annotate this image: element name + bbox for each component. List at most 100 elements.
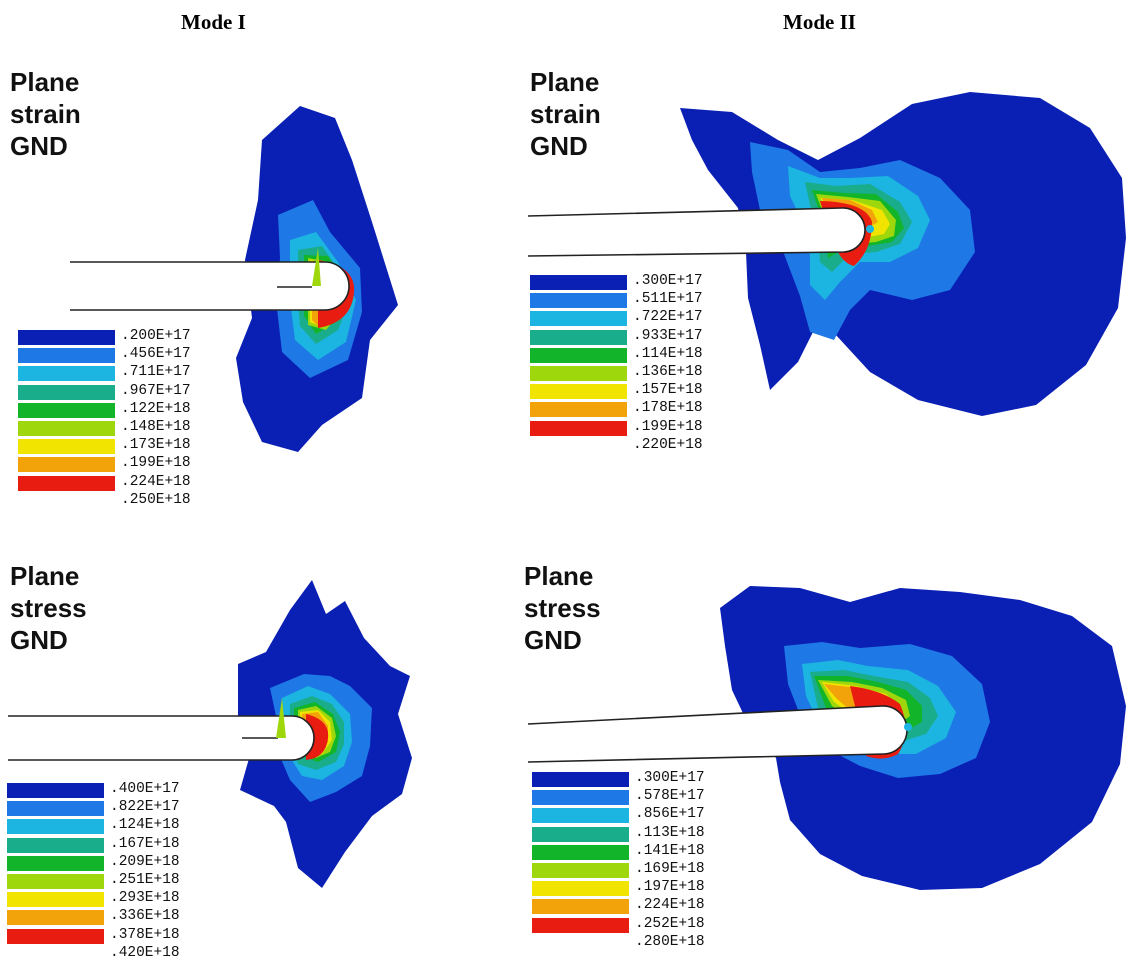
legend-swatch	[7, 837, 104, 853]
contour-plot	[0, 106, 398, 452]
legend-swatch	[530, 402, 627, 418]
legend-label: .336E+18	[110, 908, 180, 925]
legend-label: .224E+18	[635, 897, 705, 914]
legend-label: .224E+18	[121, 473, 191, 490]
legend-swatch	[18, 457, 115, 473]
legend-swatch	[530, 365, 627, 381]
legend-label: .456E+17	[121, 346, 191, 363]
column-title-mode-ii: Mode II	[783, 10, 856, 34]
panel-title: Plane stress GND	[524, 561, 601, 655]
legend-label: .197E+18	[635, 879, 705, 896]
legend-swatch	[530, 293, 627, 309]
legend-label: .113E+18	[635, 824, 705, 841]
legend-swatch	[530, 420, 627, 436]
legend-label: .822E+17	[110, 799, 180, 816]
crack-body	[0, 262, 349, 310]
legend-label: .856E+17	[635, 806, 705, 823]
legend-label: .511E+17	[633, 291, 703, 308]
legend-label: .967E+17	[121, 382, 191, 399]
legend-label: .251E+18	[110, 871, 180, 888]
legend-swatch	[532, 881, 629, 897]
contour-plot	[520, 586, 1126, 890]
legend-label: .173E+18	[121, 437, 191, 454]
legend-label: .300E+17	[633, 273, 703, 289]
legend-label: .148E+18	[121, 418, 191, 435]
legend-label: .114E+18	[633, 345, 703, 362]
legend-swatch	[532, 917, 629, 933]
legend-swatch	[18, 475, 115, 491]
legend-label: .167E+18	[110, 835, 180, 852]
panel-mode-ii-plane-stress: Plane stress GND .300E+17 .578E+17 .856E…	[520, 476, 1126, 951]
legend-swatch	[532, 790, 629, 806]
legend-swatch	[18, 420, 115, 436]
legend-swatch	[530, 347, 627, 363]
crack-tip-marker	[904, 723, 912, 731]
legend-swatch	[532, 862, 629, 878]
panel-title: Plane strain GND	[530, 67, 601, 161]
legend-swatch	[18, 366, 115, 382]
legend-label: .722E+17	[633, 309, 703, 326]
legend-swatch	[530, 329, 627, 345]
legend-label: .200E+17	[121, 328, 191, 344]
panel-mode-i-plane-stress: Plane stress GND .400E+17 .822E+17 .124E…	[0, 476, 565, 960]
crack-tip-marker	[866, 225, 874, 233]
legend-label: .157E+18	[633, 382, 703, 399]
panel-mode-ii-plane-strain: Plane strain GND .300E+17 .511E+17 .722E…	[520, 0, 1126, 475]
legend-label: .250E+18	[121, 491, 191, 508]
contour-plot	[0, 580, 412, 888]
legend-label: .378E+18	[110, 926, 180, 943]
legend-label: .293E+18	[110, 890, 180, 907]
legend-swatch	[7, 783, 104, 798]
legend-swatch	[532, 899, 629, 915]
legend-label: .400E+17	[110, 781, 180, 797]
crack-body	[520, 207, 866, 256]
legend-swatch	[530, 275, 627, 290]
legend-swatch	[532, 844, 629, 860]
legend-swatch	[532, 808, 629, 824]
legend-swatch	[532, 772, 629, 787]
legend-swatch	[18, 402, 115, 418]
legend-label: .199E+18	[633, 418, 703, 435]
legend-label: .420E+18	[110, 944, 180, 961]
legend-swatch	[7, 928, 104, 944]
legend-label: .199E+18	[121, 455, 191, 472]
notch-spike	[312, 248, 321, 286]
legend-label: .124E+18	[110, 817, 180, 834]
legend-swatch	[7, 855, 104, 871]
legend-swatch	[7, 873, 104, 889]
legend-label: .122E+18	[121, 400, 191, 417]
legend-swatch	[530, 311, 627, 327]
legend-swatch	[18, 348, 115, 364]
legend-swatch	[7, 819, 104, 835]
legend-swatch	[532, 826, 629, 842]
legend-label: .136E+18	[633, 363, 703, 380]
legend-swatch	[530, 384, 627, 400]
legend-label: .169E+18	[635, 860, 705, 877]
legend-label: .300E+17	[635, 770, 705, 786]
column-title-mode-i: Mode I	[181, 10, 246, 34]
legend-label: .141E+18	[635, 842, 705, 859]
legend-swatch	[7, 892, 104, 908]
panel-title: Plane strain GND	[10, 67, 81, 161]
legend-label: .711E+17	[121, 364, 191, 381]
crack-outline	[8, 715, 315, 761]
panel-mode-i-plane-strain: Plane strain GND .200E+17 .456E+17 .711E…	[0, 0, 565, 507]
legend-label: .209E+18	[110, 853, 180, 870]
crack-outline	[70, 261, 350, 311]
crack-body	[0, 716, 315, 760]
legend-swatch	[18, 330, 115, 345]
legend-label: .578E+17	[635, 788, 705, 805]
legend-label: .933E+17	[633, 327, 703, 344]
crack-outline	[527, 207, 866, 257]
contour-plot	[520, 92, 1126, 416]
notch-spike	[276, 698, 286, 738]
legend-swatch	[18, 384, 115, 400]
legend-label: .252E+18	[635, 915, 705, 932]
legend-swatch	[18, 439, 115, 455]
legend-swatch	[7, 801, 104, 817]
legend-label: .178E+18	[633, 400, 703, 417]
legend-label: .280E+18	[635, 933, 705, 950]
panel-title: Plane stress GND	[10, 561, 87, 655]
legend-label: .220E+18	[633, 436, 703, 453]
legend-swatch	[7, 910, 104, 926]
